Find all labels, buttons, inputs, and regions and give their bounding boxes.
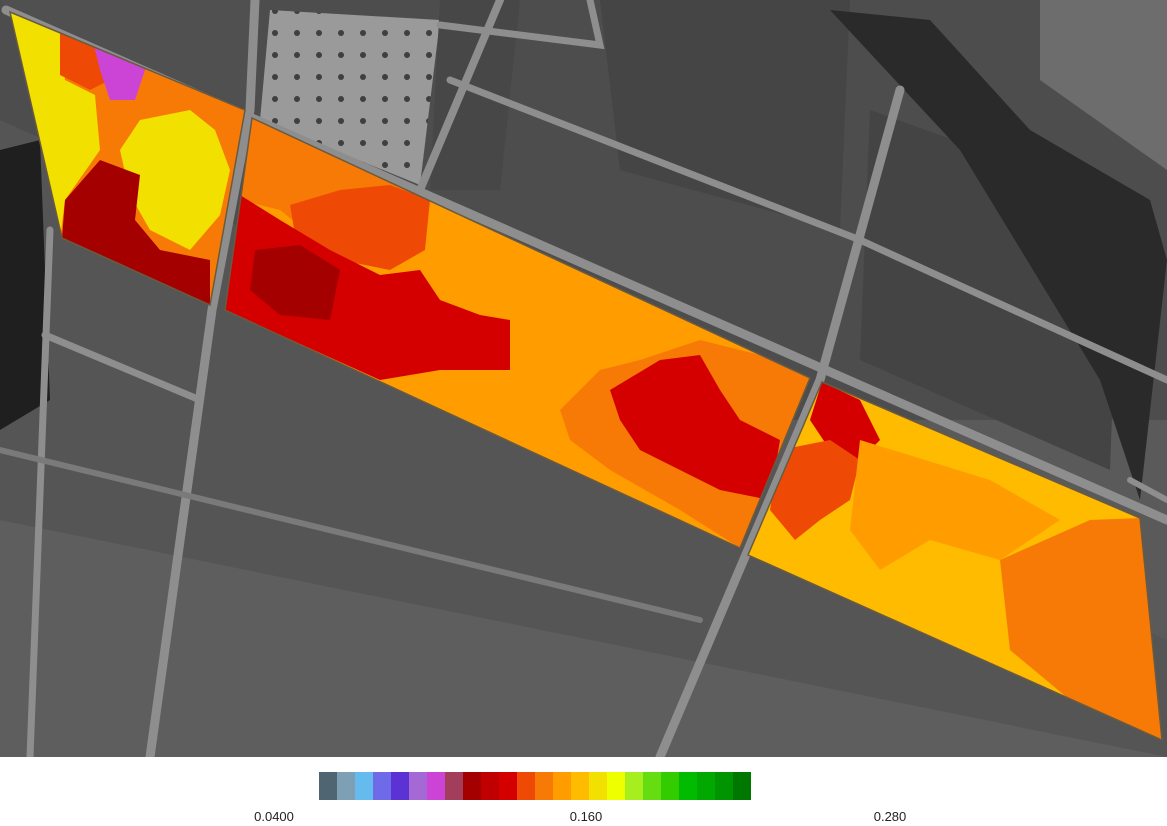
legend-swatch	[391, 772, 409, 800]
legend-swatch	[697, 772, 715, 800]
color-legend: 0.0400 0.160 0.280	[0, 757, 1167, 826]
legend-max-label: 0.280	[873, 809, 907, 824]
legend-swatch	[355, 772, 373, 800]
field-outline-left	[8, 10, 246, 307]
field-map	[0, 0, 1167, 757]
legend-swatch	[679, 772, 697, 800]
legend-swatch	[715, 772, 733, 800]
legend-min-label: 0.0400	[254, 809, 294, 824]
legend-swatch	[463, 772, 481, 800]
field-outline-right	[747, 381, 1163, 742]
legend-mid-label: 0.160	[569, 809, 603, 824]
legend-swatch	[535, 772, 553, 800]
legend-swatch	[373, 772, 391, 800]
legend-swatch	[553, 772, 571, 800]
legend-swatch	[481, 772, 499, 800]
field-outline-middle	[224, 116, 811, 550]
legend-swatch	[589, 772, 607, 800]
legend-swatch	[661, 772, 679, 800]
legend-swatch	[319, 772, 337, 800]
legend-swatch	[733, 772, 751, 800]
legend-swatch	[607, 772, 625, 800]
legend-swatch	[625, 772, 643, 800]
legend-color-scale	[319, 772, 751, 800]
legend-swatch	[445, 772, 463, 800]
legend-swatch	[517, 772, 535, 800]
legend-swatch	[571, 772, 589, 800]
legend-swatch	[427, 772, 445, 800]
legend-swatch	[643, 772, 661, 800]
legend-swatch	[499, 772, 517, 800]
legend-swatch	[409, 772, 427, 800]
legend-swatch	[337, 772, 355, 800]
